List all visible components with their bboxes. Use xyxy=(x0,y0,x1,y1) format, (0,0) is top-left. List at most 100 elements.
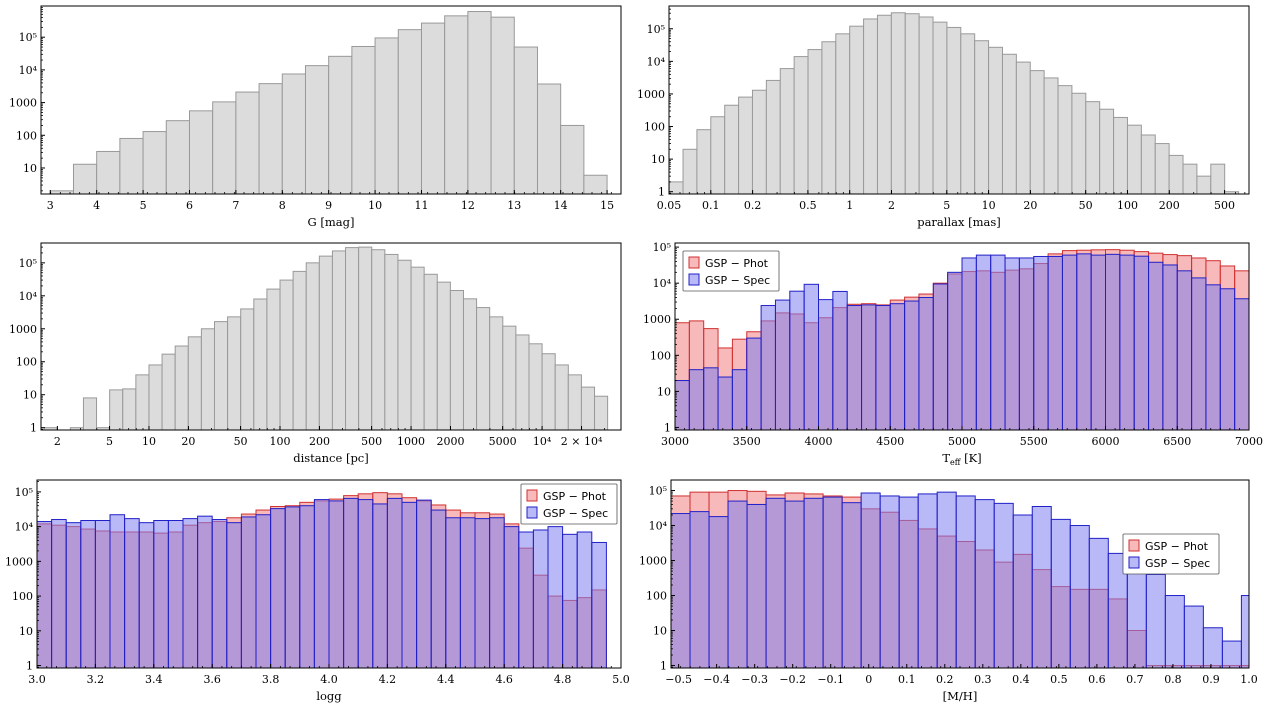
y-tick-label: 1000 xyxy=(9,323,37,336)
x-tick-label: 7 xyxy=(232,199,239,212)
legend-box xyxy=(520,483,618,525)
bar xyxy=(351,45,376,195)
bar xyxy=(708,516,729,669)
y-tick-label: 10⁴ xyxy=(19,290,38,303)
bar xyxy=(1162,264,1178,431)
bar xyxy=(1085,101,1101,195)
bar xyxy=(821,41,837,195)
bar xyxy=(576,531,593,669)
y-tick-label: 1 xyxy=(26,660,33,673)
bar xyxy=(304,65,330,195)
bar xyxy=(993,502,1014,669)
bar xyxy=(710,116,726,195)
x-tick-label: −0.2 xyxy=(779,673,806,686)
x-tick-label: 0.2 xyxy=(744,199,762,212)
bar xyxy=(818,299,834,431)
bar xyxy=(65,522,82,669)
bar xyxy=(281,73,306,195)
x-tick-label: 0.05 xyxy=(657,199,682,212)
x-tick-label: 3.8 xyxy=(262,673,280,686)
bar xyxy=(1033,255,1049,431)
bar xyxy=(1076,253,1092,431)
bar xyxy=(1113,116,1128,195)
x-tick-label: 13 xyxy=(507,199,521,212)
bar xyxy=(746,337,762,431)
x-axis-label: [M/H] xyxy=(943,689,978,703)
legend: GSP − Phot GSP − Spec xyxy=(520,483,618,525)
x-tick-label: 7000 xyxy=(1235,435,1263,448)
bar xyxy=(760,305,776,431)
x-tick-label: 20 xyxy=(181,435,195,448)
x-tick-label: 2 xyxy=(54,435,61,448)
bar xyxy=(502,325,517,431)
bar xyxy=(490,16,515,195)
bar xyxy=(212,101,237,195)
legend-label: GSP − Phot xyxy=(543,490,607,503)
bar xyxy=(226,522,242,669)
bar xyxy=(1219,288,1236,431)
bar xyxy=(835,33,851,195)
bar xyxy=(384,253,399,431)
y-tick-label: 100 xyxy=(16,356,37,369)
x-tick-label: 4.0 xyxy=(320,673,338,686)
bar xyxy=(109,514,126,669)
bar xyxy=(299,505,315,669)
bar xyxy=(213,321,229,431)
x-tick-label: 1000 xyxy=(397,435,425,448)
chart-panel-6: −0.5 −0.4 −0.3 −0.2 −0.1 0 0.1 0.2 0.3 0.4 0.5 0.6 0… xyxy=(639,479,1258,703)
bar xyxy=(284,506,301,669)
bar xyxy=(567,374,582,431)
bar xyxy=(167,520,184,669)
bar xyxy=(1015,61,1031,195)
bar xyxy=(474,518,491,669)
bar xyxy=(670,513,691,669)
series-2 xyxy=(36,497,607,669)
x-tick-label: 2 xyxy=(888,199,895,212)
bar xyxy=(784,500,805,669)
bar xyxy=(591,541,607,669)
x-tick-label: 5 xyxy=(943,199,950,212)
bar xyxy=(562,533,578,669)
bar xyxy=(955,495,976,669)
x-tick-label: 10 xyxy=(368,199,382,212)
bar xyxy=(386,497,403,669)
bar xyxy=(331,250,347,431)
chart-panel-3: 2 5 10 20 50 100 200 500 1000 2000 5000 10⁴ 2 × 10⁴ 1… xyxy=(9,242,622,465)
series-1 xyxy=(43,246,609,431)
bar xyxy=(688,369,705,431)
bar xyxy=(724,104,740,195)
x-axis-label: Teff [K] xyxy=(942,451,981,467)
bar xyxy=(357,499,374,669)
bar xyxy=(187,336,202,431)
bar xyxy=(397,259,412,431)
plot-frame xyxy=(668,5,1250,195)
x-tick-label: 2000 xyxy=(437,435,465,448)
x-tick-label: 1 xyxy=(846,199,853,212)
bar xyxy=(266,288,281,431)
bar xyxy=(1012,514,1033,669)
bar xyxy=(1047,255,1063,431)
x-tick-label: 20 xyxy=(1023,199,1037,212)
x-tick-label: 0.1 xyxy=(898,673,916,686)
bar xyxy=(863,18,878,195)
series-1 xyxy=(668,12,1240,195)
x-tick-label: 5.0 xyxy=(612,673,630,686)
chart-panel-2: 0.05 0.1 0.2 0.5 1 2 5 10 20 50 100 200 500 1 10 100 100… xyxy=(637,5,1250,229)
x-tick-label: 6 xyxy=(186,199,193,212)
legend-swatch xyxy=(526,489,538,502)
bar xyxy=(717,376,733,431)
x-tick-label: 100 xyxy=(1117,199,1138,212)
bar xyxy=(467,11,492,195)
bar xyxy=(946,26,962,195)
bar xyxy=(1119,254,1135,431)
bar xyxy=(270,508,286,669)
bar xyxy=(1191,277,1207,431)
bar xyxy=(861,304,877,431)
bar xyxy=(343,497,359,669)
y-tick-label: 10 xyxy=(653,625,667,638)
bar xyxy=(96,150,121,195)
bar xyxy=(751,89,767,195)
bar xyxy=(305,262,320,431)
bar xyxy=(489,517,505,669)
bar xyxy=(165,120,190,195)
